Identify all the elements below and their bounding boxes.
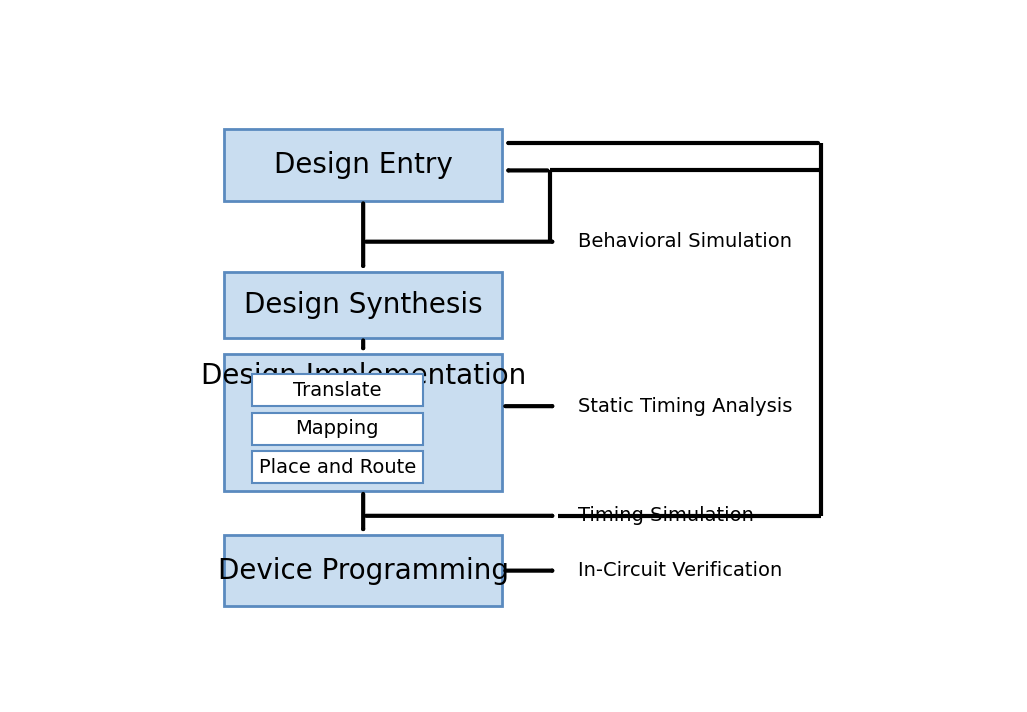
Text: Static Timing Analysis: Static Timing Analysis (578, 397, 793, 416)
FancyBboxPatch shape (224, 354, 502, 491)
FancyBboxPatch shape (224, 130, 502, 201)
FancyBboxPatch shape (252, 413, 423, 444)
FancyBboxPatch shape (224, 535, 502, 607)
Text: Device Programming: Device Programming (218, 557, 508, 585)
Text: Design Entry: Design Entry (274, 151, 453, 179)
Text: In-Circuit Verification: In-Circuit Verification (578, 561, 783, 580)
Text: Translate: Translate (293, 381, 382, 399)
Text: Mapping: Mapping (296, 419, 379, 438)
Text: Timing Simulation: Timing Simulation (578, 506, 754, 525)
Text: Place and Route: Place and Route (259, 458, 416, 476)
FancyBboxPatch shape (252, 375, 423, 406)
FancyBboxPatch shape (252, 451, 423, 483)
Text: Design Implementation: Design Implementation (200, 362, 526, 390)
Text: Design Synthesis: Design Synthesis (243, 290, 483, 319)
Text: Behavioral Simulation: Behavioral Simulation (578, 232, 792, 251)
FancyBboxPatch shape (224, 272, 502, 337)
